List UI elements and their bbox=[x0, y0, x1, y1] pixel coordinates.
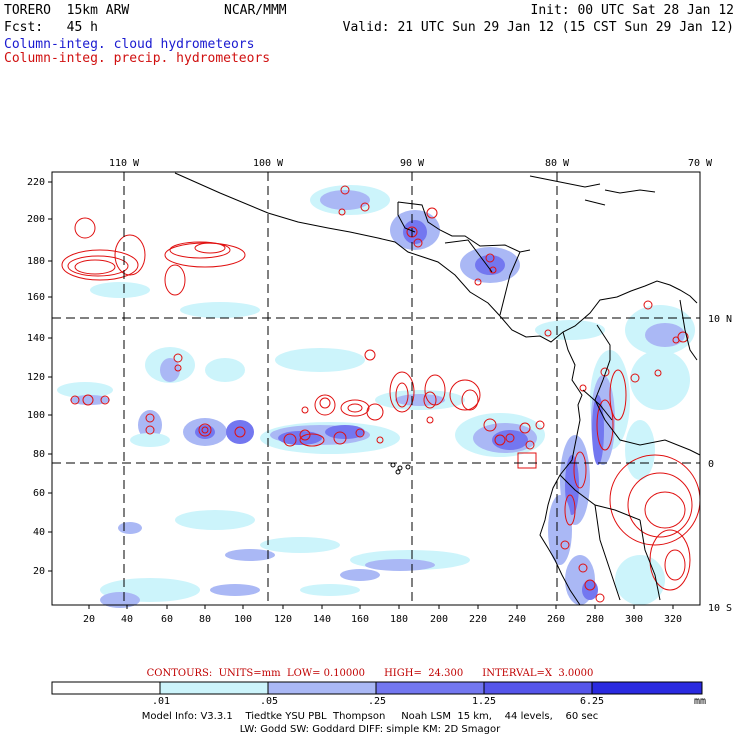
contour-info: CONTOURS: UNITS=mm LOW= 0.10000 HIGH= 24… bbox=[146, 668, 594, 679]
y-tick-labels: 220 200 180 160 140 120 100 80 60 40 20 bbox=[27, 177, 45, 577]
model-info-line1: Model Info: V3.3.1 Tiedtke YSU PBL Thomp… bbox=[141, 711, 599, 722]
lat-label: 0 bbox=[708, 459, 714, 470]
valid-time: Valid: 21 UTC Sun 29 Jan 12 (15 CST Sun … bbox=[342, 20, 734, 35]
x-tick: 160 bbox=[351, 614, 369, 625]
lon-label: 100 W bbox=[253, 158, 284, 169]
legend-label: 1.25 bbox=[472, 696, 497, 707]
y-tick: 100 bbox=[27, 410, 45, 421]
legend-swatch bbox=[483, 681, 593, 695]
legend-label: .05 bbox=[260, 696, 279, 707]
lon-label: 90 W bbox=[400, 158, 425, 169]
x-tick: 40 bbox=[121, 614, 133, 625]
x-tick: 200 bbox=[430, 614, 448, 625]
x-tick: 240 bbox=[508, 614, 526, 625]
frame-ticks bbox=[48, 181, 674, 609]
x-tick: 140 bbox=[313, 614, 331, 625]
lon-label: 80 W bbox=[545, 158, 570, 169]
y-tick: 140 bbox=[27, 333, 45, 344]
x-tick-labels: 20 40 60 80 100 120 140 160 180 200 220 … bbox=[83, 614, 682, 625]
lat-label: 10 S bbox=[708, 603, 732, 614]
legend-label: .01 bbox=[152, 696, 171, 707]
y-tick: 160 bbox=[27, 292, 45, 303]
legend-swatch bbox=[267, 681, 377, 695]
x-tick: 60 bbox=[161, 614, 173, 625]
lon-label: 70 W bbox=[688, 158, 713, 169]
model-title: TORERO 15km ARW bbox=[4, 3, 130, 18]
lat-label: 10 N bbox=[708, 314, 732, 325]
field-cloud-label: Column-integ. cloud hydrometeors bbox=[4, 37, 255, 52]
x-tick: 100 bbox=[234, 614, 252, 625]
legend-swatch bbox=[159, 681, 269, 695]
field-precip-label: Column-integ. precip. hydrometeors bbox=[4, 51, 271, 66]
center-label: NCAR/MMM bbox=[224, 3, 287, 18]
legend-swatch bbox=[51, 681, 161, 695]
legend-unit: mm bbox=[694, 696, 707, 707]
x-tick: 180 bbox=[390, 614, 408, 625]
y-tick: 180 bbox=[27, 256, 45, 267]
x-tick: 20 bbox=[83, 614, 95, 625]
lon-labels: 110 W 100 W 90 W 80 W 70 W bbox=[109, 158, 713, 169]
x-tick: 80 bbox=[199, 614, 211, 625]
lat-lon-grid bbox=[52, 172, 700, 605]
lon-label: 110 W bbox=[109, 158, 140, 169]
legend-label: .25 bbox=[368, 696, 387, 707]
x-tick: 300 bbox=[625, 614, 643, 625]
y-tick: 220 bbox=[27, 177, 45, 188]
init-time: Init: 00 UTC Sat 28 Jan 12 bbox=[530, 3, 735, 18]
y-tick: 60 bbox=[33, 488, 45, 499]
coastlines bbox=[174, 172, 701, 606]
y-tick: 120 bbox=[27, 372, 45, 383]
color-legend-bar bbox=[51, 681, 703, 695]
x-tick: 120 bbox=[274, 614, 292, 625]
legend-label: 6.25 bbox=[580, 696, 605, 707]
precip-contours bbox=[61, 185, 701, 603]
lat-labels: 10 N 0 10 S bbox=[708, 314, 732, 614]
legend-swatch bbox=[375, 681, 485, 695]
forecast-hour: Fcst: 45 h bbox=[4, 20, 98, 35]
x-tick: 280 bbox=[586, 614, 604, 625]
cloud-shading bbox=[57, 185, 695, 608]
y-tick: 20 bbox=[33, 566, 45, 577]
y-tick: 80 bbox=[33, 449, 45, 460]
x-tick: 260 bbox=[547, 614, 565, 625]
legend-swatch bbox=[591, 681, 703, 695]
model-info-line2: LW: Godd SW: Goddard DIFF: simple KM: 2D… bbox=[239, 724, 501, 735]
y-tick: 40 bbox=[33, 527, 45, 538]
y-tick: 200 bbox=[27, 214, 45, 225]
x-tick: 220 bbox=[469, 614, 487, 625]
map-frame bbox=[51, 171, 701, 606]
x-tick: 320 bbox=[664, 614, 682, 625]
